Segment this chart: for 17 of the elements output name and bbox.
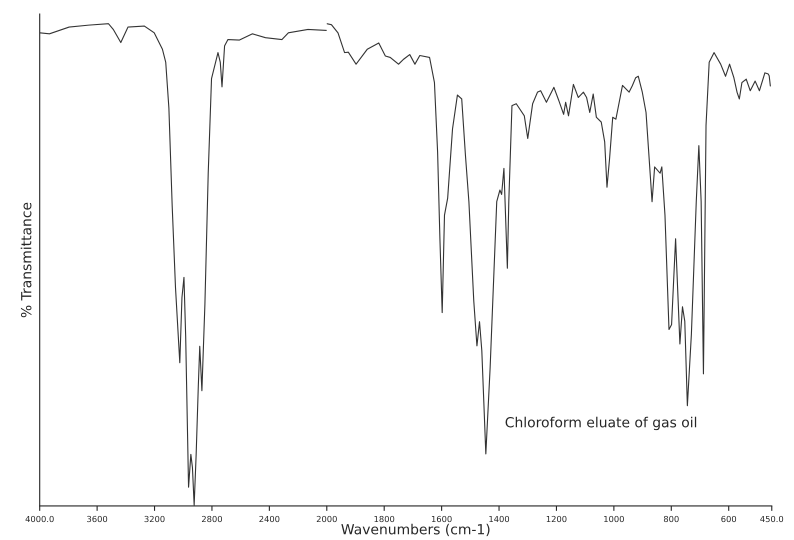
x-tick-label: 800 [664,516,679,522]
annotation: Chloroform eluate of gas oil [506,416,696,430]
y-axis-title: % Transmittance [20,202,32,318]
x-tick-label: 3600 [87,516,108,522]
x-tick-label: 2800 [202,516,222,522]
x-tick-label: 3200 [144,516,165,522]
x-tick-label: 600 [721,516,736,522]
x-tick-label: 1800 [374,516,394,522]
x-tick-label: 4000.0 [26,516,54,522]
x-tick-label: 1200 [546,516,567,522]
x-tick-label: 1000 [604,516,624,522]
x-tick-label: 1600 [432,516,452,522]
x-tick-label: 1400 [489,516,510,522]
x-tick-label: 450.0 [760,516,784,522]
x-axis-title: Wavenumbers (cm-1) [341,524,490,536]
x-tick-label: 2400 [259,516,280,522]
x-tick-label: 2000 [316,516,337,522]
